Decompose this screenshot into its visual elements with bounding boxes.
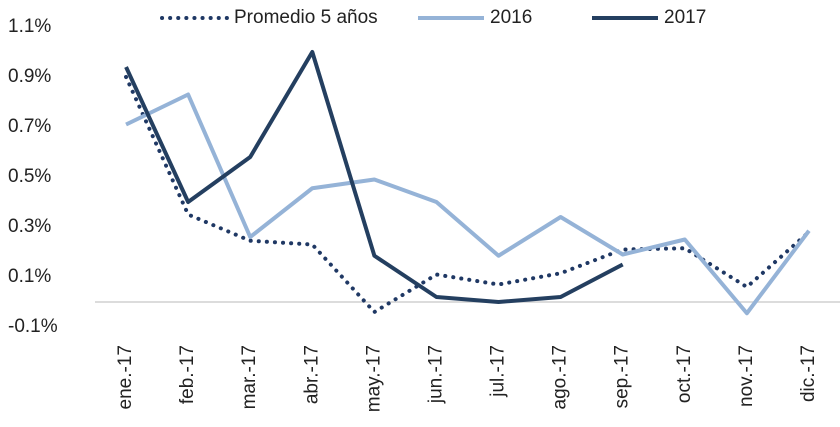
y-tick-label: 0.7% bbox=[8, 116, 51, 137]
x-tick-label: dic.-17 bbox=[798, 345, 819, 402]
x-tick-label: sep.-17 bbox=[612, 345, 633, 408]
y-tick-label: 0.3% bbox=[8, 216, 51, 237]
x-tick-label: jul.-17 bbox=[488, 345, 509, 398]
x-tick-label: jun.-17 bbox=[425, 345, 446, 404]
legend-label: Promedio 5 años bbox=[234, 7, 378, 28]
legend-label: 2016 bbox=[490, 7, 532, 28]
y-tick-label: 1.1% bbox=[8, 16, 51, 37]
line-series bbox=[125, 92, 811, 316]
line-series bbox=[124, 75, 811, 314]
x-tick-label: oct.-17 bbox=[674, 345, 695, 403]
x-tick-label: feb.-17 bbox=[177, 345, 198, 404]
y-tick-label: 0.5% bbox=[8, 166, 51, 187]
line-series bbox=[124, 50, 624, 304]
x-tick-label: ene.-17 bbox=[115, 345, 136, 409]
y-tick-label: 0.9% bbox=[8, 66, 51, 87]
x-tick-label: may.-17 bbox=[363, 345, 384, 412]
x-tick-label: mar.-17 bbox=[239, 345, 260, 409]
x-tick-label: ago.-17 bbox=[550, 345, 571, 409]
x-tick-label: nov.-17 bbox=[736, 345, 757, 407]
x-tick-label: abr.-17 bbox=[301, 345, 322, 404]
y-tick-label: -0.1% bbox=[8, 316, 58, 337]
y-tick-label: 0.1% bbox=[8, 266, 51, 287]
legend-label: 2017 bbox=[664, 7, 706, 28]
